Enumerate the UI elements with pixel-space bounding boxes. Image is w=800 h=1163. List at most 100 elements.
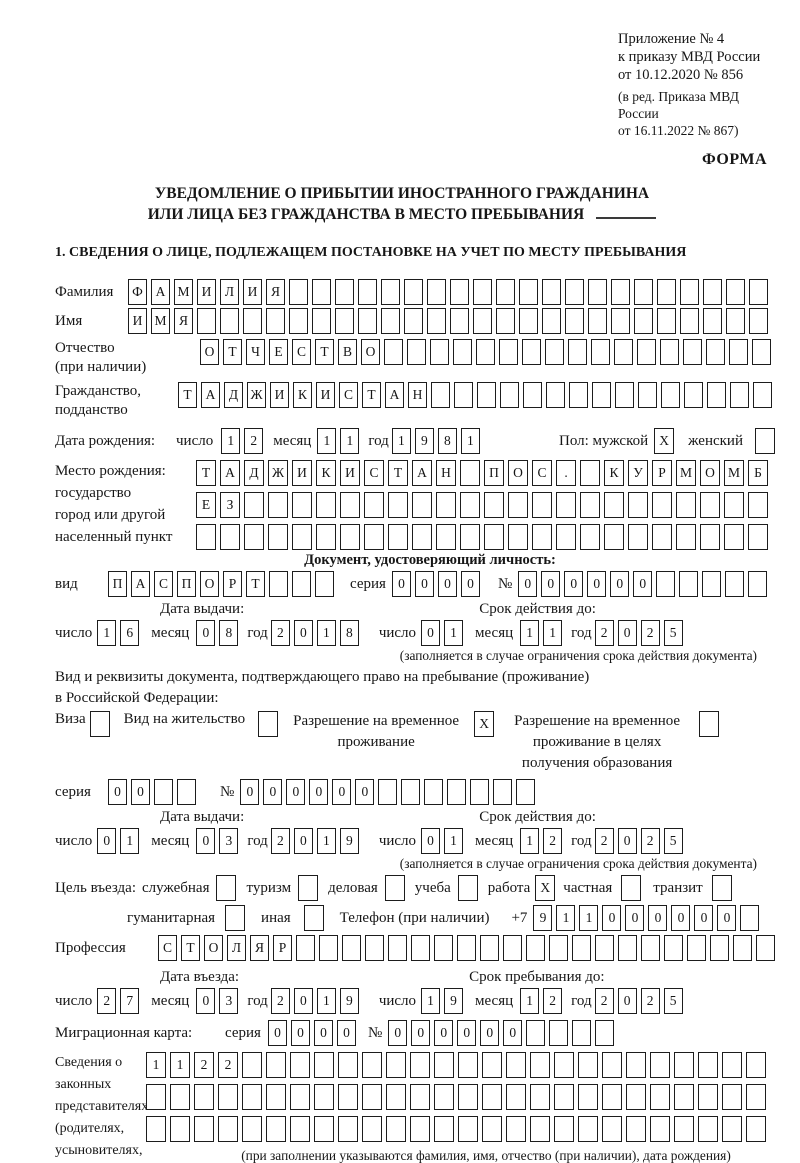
char-cell[interactable] bbox=[532, 492, 552, 518]
char-cell[interactable] bbox=[680, 279, 699, 305]
char-cell[interactable]: 0 bbox=[617, 620, 637, 646]
char-cell[interactable] bbox=[664, 935, 683, 961]
char-cell[interactable]: 0 bbox=[355, 779, 375, 805]
char-cell[interactable] bbox=[506, 1084, 526, 1110]
char-cell[interactable] bbox=[595, 1020, 615, 1046]
char-cell[interactable] bbox=[401, 779, 421, 805]
char-cell[interactable] bbox=[358, 279, 377, 305]
char-cell[interactable] bbox=[292, 524, 312, 550]
char-cell[interactable]: Т bbox=[181, 935, 200, 961]
char-cell[interactable] bbox=[410, 1052, 430, 1078]
char-cell[interactable]: Ч bbox=[246, 339, 265, 365]
char-cell[interactable] bbox=[680, 308, 699, 334]
char-cell[interactable] bbox=[753, 382, 772, 408]
char-cell[interactable]: Я bbox=[174, 308, 193, 334]
char-cell[interactable]: 1 bbox=[421, 988, 441, 1014]
char-cell[interactable]: 2 bbox=[270, 828, 290, 854]
char-cell[interactable] bbox=[290, 1052, 310, 1078]
char-cell[interactable]: Б bbox=[748, 460, 768, 486]
char-cell[interactable]: 1 bbox=[520, 988, 540, 1014]
char-cell[interactable]: 2 bbox=[640, 988, 660, 1014]
char-cell[interactable]: 8 bbox=[339, 620, 359, 646]
char-cell[interactable] bbox=[725, 571, 745, 597]
char-cell[interactable] bbox=[460, 460, 480, 486]
char-cell[interactable] bbox=[194, 1116, 214, 1142]
char-cell[interactable]: И bbox=[340, 460, 360, 486]
char-cell[interactable]: 1 bbox=[520, 620, 540, 646]
char-cell[interactable]: 0 bbox=[196, 620, 216, 646]
char-cell[interactable]: Т bbox=[315, 339, 334, 365]
char-cell[interactable] bbox=[170, 1116, 190, 1142]
char-cell[interactable]: 0 bbox=[196, 828, 216, 854]
char-cell[interactable]: 1 bbox=[146, 1052, 166, 1078]
char-cell[interactable] bbox=[194, 1084, 214, 1110]
purpose-business-checkbox[interactable] bbox=[384, 875, 405, 901]
char-cell[interactable] bbox=[650, 1052, 670, 1078]
char-cell[interactable] bbox=[338, 1116, 358, 1142]
char-cell[interactable]: 0 bbox=[131, 779, 150, 805]
temp-residence-checkbox[interactable]: X bbox=[474, 711, 495, 737]
char-cell[interactable] bbox=[698, 1052, 718, 1078]
char-cell[interactable]: Р bbox=[223, 571, 242, 597]
char-cell[interactable]: 0 bbox=[332, 779, 352, 805]
char-cell[interactable]: 0 bbox=[293, 828, 313, 854]
char-cell[interactable] bbox=[244, 524, 264, 550]
char-cell[interactable] bbox=[381, 279, 400, 305]
char-cell[interactable] bbox=[476, 339, 495, 365]
char-cell[interactable] bbox=[424, 779, 444, 805]
char-cell[interactable] bbox=[477, 382, 496, 408]
char-cell[interactable]: О bbox=[508, 460, 528, 486]
char-cell[interactable] bbox=[410, 1116, 430, 1142]
char-cell[interactable]: И bbox=[197, 279, 216, 305]
char-cell[interactable] bbox=[196, 524, 216, 550]
char-cell[interactable]: 0 bbox=[414, 571, 434, 597]
char-cell[interactable] bbox=[652, 524, 672, 550]
char-cell[interactable] bbox=[506, 1116, 526, 1142]
char-cell[interactable] bbox=[482, 1052, 502, 1078]
char-cell[interactable] bbox=[410, 1084, 430, 1110]
char-cell[interactable]: С bbox=[154, 571, 173, 597]
char-cell[interactable] bbox=[674, 1116, 694, 1142]
char-cell[interactable] bbox=[312, 308, 331, 334]
char-cell[interactable]: Т bbox=[246, 571, 265, 597]
char-cell[interactable] bbox=[269, 571, 288, 597]
char-cell[interactable]: С bbox=[339, 382, 358, 408]
char-cell[interactable] bbox=[602, 1116, 622, 1142]
char-cell[interactable]: 2 bbox=[218, 1052, 238, 1078]
char-cell[interactable]: 2 bbox=[640, 828, 660, 854]
char-cell[interactable] bbox=[519, 279, 538, 305]
char-cell[interactable]: 0 bbox=[196, 988, 216, 1014]
char-cell[interactable] bbox=[724, 524, 744, 550]
char-cell[interactable] bbox=[388, 492, 408, 518]
char-cell[interactable]: Р bbox=[652, 460, 672, 486]
char-cell[interactable]: С bbox=[364, 460, 384, 486]
char-cell[interactable] bbox=[338, 1052, 358, 1078]
char-cell[interactable]: З bbox=[220, 492, 240, 518]
char-cell[interactable] bbox=[290, 1116, 310, 1142]
char-cell[interactable] bbox=[296, 935, 315, 961]
char-cell[interactable] bbox=[342, 935, 361, 961]
char-cell[interactable] bbox=[388, 935, 407, 961]
char-cell[interactable] bbox=[523, 382, 542, 408]
char-cell[interactable]: О bbox=[361, 339, 380, 365]
char-cell[interactable]: А bbox=[385, 382, 404, 408]
char-cell[interactable]: Т bbox=[178, 382, 197, 408]
char-cell[interactable] bbox=[554, 1052, 574, 1078]
char-cell[interactable] bbox=[746, 1084, 766, 1110]
char-cell[interactable]: Л bbox=[220, 279, 239, 305]
char-cell[interactable] bbox=[197, 308, 216, 334]
char-cell[interactable] bbox=[362, 1052, 382, 1078]
char-cell[interactable] bbox=[526, 1020, 546, 1046]
char-cell[interactable]: 1 bbox=[444, 620, 464, 646]
